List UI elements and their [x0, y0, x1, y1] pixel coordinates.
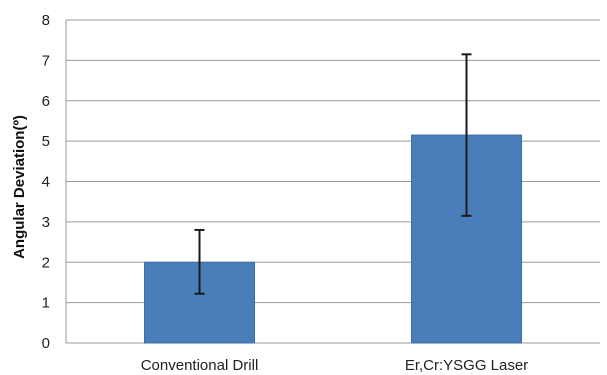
- y-tick-label-6: 6: [42, 93, 50, 110]
- y-tick-label-0: 0: [42, 335, 50, 352]
- x-category-labels: Conventional Drill Er,Cr:YSGG Laser: [141, 357, 528, 374]
- y-tick-label-5: 5: [42, 133, 50, 150]
- y-tick-label-1: 1: [42, 295, 50, 312]
- y-tick-label-2: 2: [42, 254, 50, 271]
- x-category-label-0: Conventional Drill: [141, 357, 259, 374]
- y-tick-labels: 0 1 2 3 4 5 6 7 8: [42, 12, 50, 352]
- y-tick-label-8: 8: [42, 12, 50, 29]
- error-bars: [194, 53, 472, 295]
- y-tick-label-7: 7: [42, 52, 50, 69]
- x-category-label-1: Er,Cr:YSGG Laser: [405, 357, 528, 374]
- y-tick-label-3: 3: [42, 214, 50, 231]
- y-axis-title: Angular Deviation(º): [11, 115, 28, 259]
- y-tick-label-4: 4: [42, 174, 50, 191]
- bars: [144, 134, 522, 344]
